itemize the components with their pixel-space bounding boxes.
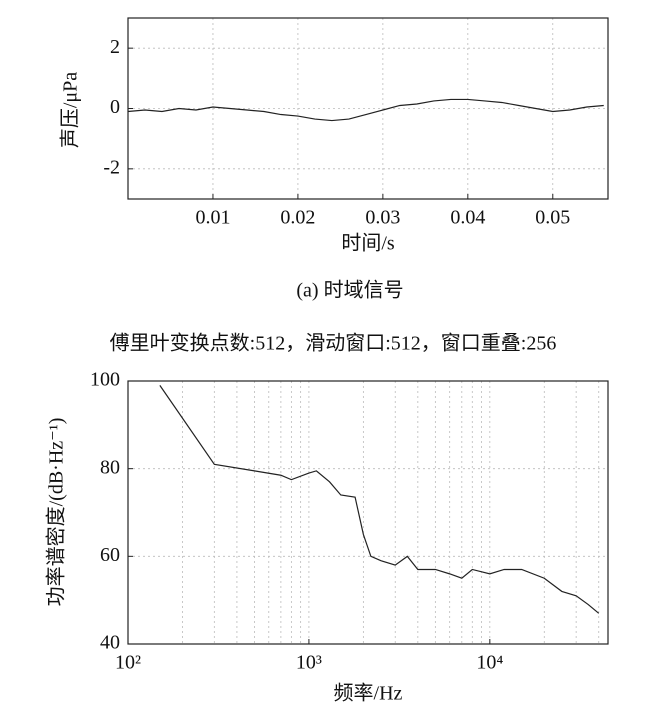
x-tick-label: 10³ [296, 652, 322, 674]
caption: (a) 时域信号 [296, 279, 403, 302]
x-tick-label: 10⁴ [476, 652, 503, 674]
chart-title: 傅里叶变换点数:512，滑动窗口:512，窗口重叠:256 [110, 332, 557, 355]
data-line [159, 385, 600, 614]
y-axis-label: 声压/μPa [59, 72, 82, 148]
y-tick-label: 100 [90, 369, 120, 391]
x-tick-label: 10² [115, 652, 141, 674]
y-tick-label: 2 [110, 36, 120, 58]
plot-frame [127, 380, 609, 645]
x-tick-label: 0.04 [450, 207, 485, 229]
y-tick-label: -2 [103, 156, 120, 178]
data-line [127, 98, 604, 122]
y-tick-label: 60 [100, 544, 120, 566]
plot-frame [127, 17, 609, 200]
x-tick-label: 0.02 [280, 207, 315, 229]
y-axis-label: 功率谱密度/(dB·Hz⁻¹) [45, 418, 68, 607]
x-tick-label: 0.01 [195, 207, 230, 229]
x-tick-label: 0.03 [365, 207, 400, 229]
x-axis-label: 时间/s [341, 232, 395, 255]
y-tick-label: 80 [100, 456, 120, 478]
y-tick-label: 0 [110, 96, 120, 118]
x-tick-label: 0.05 [535, 207, 570, 229]
x-axis-label: 频率/Hz [334, 682, 403, 705]
y-tick-label: 40 [100, 632, 120, 654]
